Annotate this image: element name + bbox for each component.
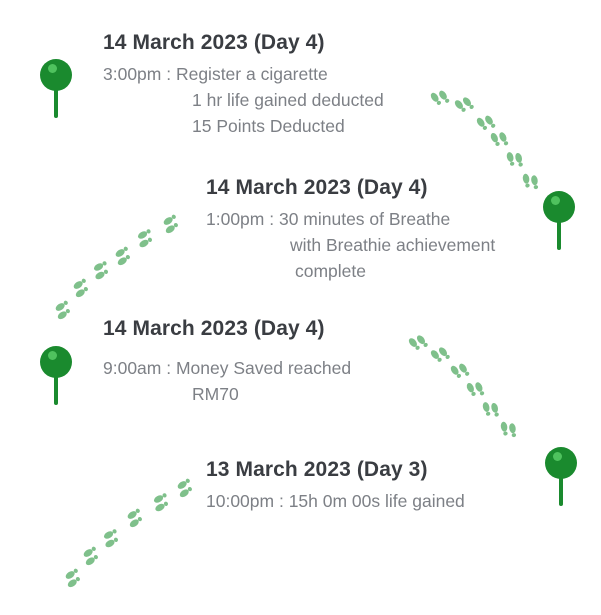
footstep-pair xyxy=(429,87,451,109)
footstep-pair xyxy=(407,332,429,354)
map-pin-icon xyxy=(543,446,579,508)
timeline-pin-4 xyxy=(543,446,579,506)
footstep-pair xyxy=(52,299,74,321)
footstep-pair xyxy=(70,277,92,299)
map-pin-icon xyxy=(38,58,74,120)
footstep-pair xyxy=(489,128,509,149)
footstep-pair xyxy=(124,507,146,529)
entry-detail: complete xyxy=(295,261,367,281)
footstep-pair xyxy=(80,545,102,567)
entry-detail: 1 hr life gained deducted xyxy=(192,90,384,110)
footstep-pair xyxy=(174,477,196,499)
entry-detail: 15 Points Deducted xyxy=(192,116,345,136)
footstep-pair xyxy=(449,360,471,382)
timeline-pin-2 xyxy=(541,190,577,250)
timeline-pin-3 xyxy=(38,345,74,405)
entry-detail: 9:00am : Money Saved reached xyxy=(103,358,352,378)
footstep-pair xyxy=(482,399,500,419)
timeline-entry-2: 14 March 2023 (Day 4) 1:00pm : 30 minute… xyxy=(206,176,495,284)
footstep-pair xyxy=(475,112,497,134)
entry-date: 14 March 2023 (Day 4) xyxy=(103,31,325,54)
timeline-entry-1: 14 March 2023 (Day 4) 3:00pm : Register … xyxy=(103,31,384,139)
map-pin-icon xyxy=(38,345,74,407)
footstep-pair xyxy=(160,213,182,235)
footstep-pair xyxy=(100,528,122,549)
footstep-pair xyxy=(112,245,134,267)
footstep-pair xyxy=(150,492,172,513)
entry-date: 13 March 2023 (Day 3) xyxy=(206,458,428,481)
timeline-entry-4: 13 March 2023 (Day 3) 10:00pm : 15h 0m 0… xyxy=(206,458,465,514)
timeline-entry-3: 14 March 2023 (Day 4) 9:00am : Money Sav… xyxy=(103,317,351,407)
entry-detail: RM70 xyxy=(192,384,239,404)
timeline-pin-1 xyxy=(38,58,74,118)
entry-detail: 3:00pm : Register a cigarette xyxy=(103,64,328,84)
footstep-pair xyxy=(134,228,156,249)
footstep-pair xyxy=(522,172,539,191)
footsteps-icon xyxy=(52,213,182,321)
footstep-pair xyxy=(506,149,524,169)
footstep-pair xyxy=(62,567,84,589)
footstep-pair xyxy=(465,378,485,399)
footstep-pair xyxy=(429,344,451,366)
entry-date: 14 March 2023 (Day 4) xyxy=(103,317,325,340)
entry-date: 14 March 2023 (Day 4) xyxy=(206,176,428,199)
footstep-pair xyxy=(453,94,475,116)
footsteps-icon xyxy=(62,477,196,589)
footstep-pair xyxy=(500,420,517,439)
entry-detail: 10:00pm : 15h 0m 00s life gained xyxy=(206,491,465,511)
map-pin-icon xyxy=(541,190,577,252)
entry-detail: 1:00pm : 30 minutes of Breathe xyxy=(206,209,451,229)
footstep-pair xyxy=(90,260,112,281)
entry-detail: with Breathie achievement xyxy=(290,235,496,255)
